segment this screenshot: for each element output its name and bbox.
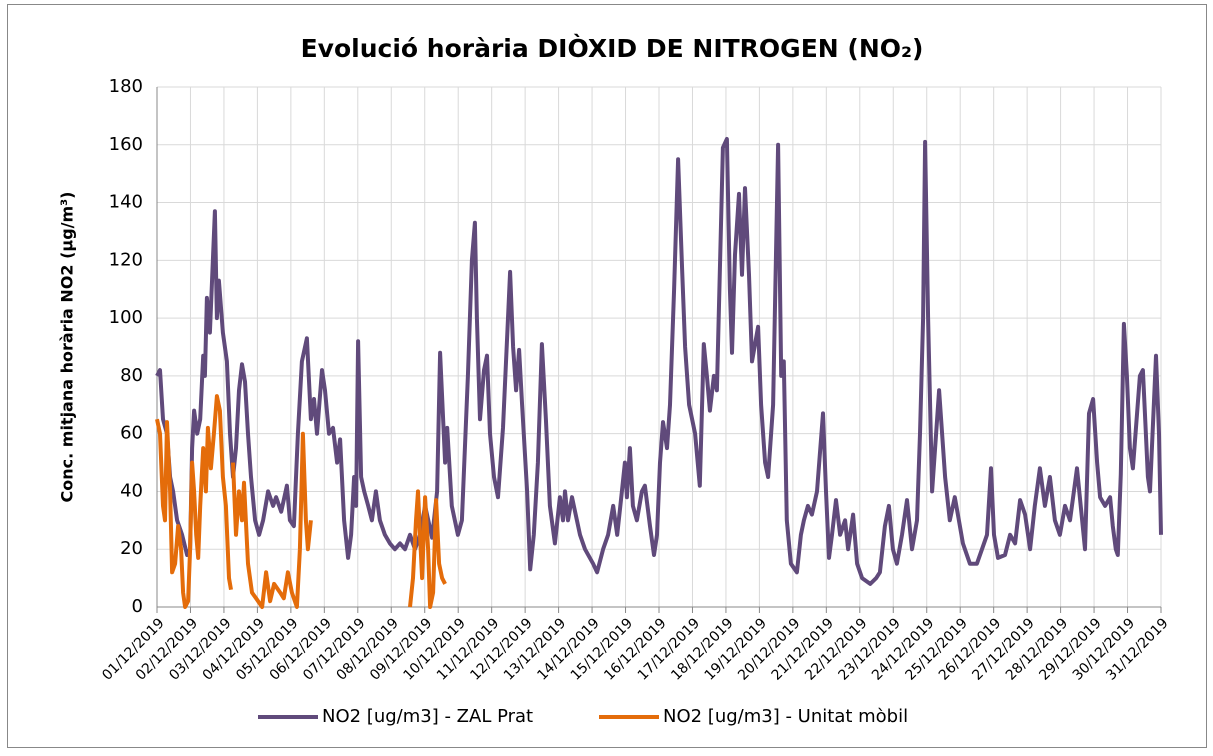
chart-title: Evolució horària DIÒXID DE NITROGEN (NO₂… xyxy=(301,33,924,63)
legend-label: NO2 [ug/m3] - Unitat mòbil xyxy=(663,706,908,727)
y-tick-label: 80 xyxy=(120,365,143,386)
y-tick-label: 180 xyxy=(109,76,143,97)
series-line xyxy=(155,394,447,609)
y-tick-label: 40 xyxy=(120,480,143,501)
y-tick-label: 100 xyxy=(109,307,143,328)
y-tick-label: 140 xyxy=(109,192,143,213)
y-tick-label: 60 xyxy=(120,423,143,444)
y-tick-label: 160 xyxy=(109,134,143,155)
series-line xyxy=(155,137,1163,586)
y-tick-label: 0 xyxy=(132,596,143,617)
legend-label: NO2 [ug/m3] - ZAL Prat xyxy=(322,706,533,727)
y-tick-label: 20 xyxy=(120,538,143,559)
y-tick-label: 120 xyxy=(109,249,143,270)
y-axis-label: Conc. mitjana horària NO2 (µg/m³) xyxy=(58,192,77,503)
